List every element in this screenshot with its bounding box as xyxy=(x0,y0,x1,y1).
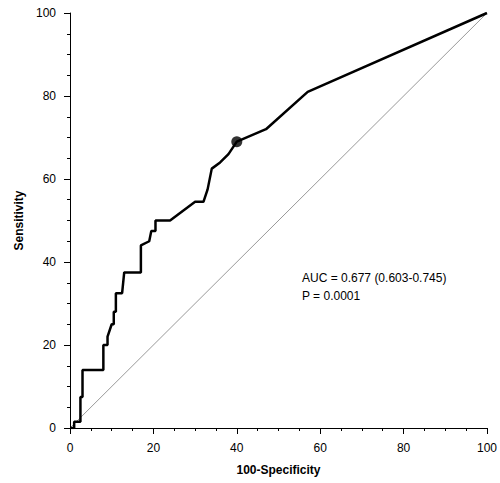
svg-text:20: 20 xyxy=(43,338,57,352)
svg-text:0: 0 xyxy=(67,441,74,455)
svg-text:AUC = 0.677 (0.603-0.745): AUC = 0.677 (0.603-0.745) xyxy=(302,271,446,285)
svg-text:40: 40 xyxy=(43,255,57,269)
svg-text:P = 0.0001: P = 0.0001 xyxy=(302,289,360,303)
svg-text:20: 20 xyxy=(147,441,161,455)
svg-text:0: 0 xyxy=(49,421,56,435)
svg-text:40: 40 xyxy=(230,441,244,455)
svg-text:80: 80 xyxy=(43,89,57,103)
svg-text:Sensitivity: Sensitivity xyxy=(12,190,26,250)
svg-text:60: 60 xyxy=(43,172,57,186)
svg-text:100: 100 xyxy=(36,6,56,20)
svg-text:100: 100 xyxy=(477,441,497,455)
svg-text:80: 80 xyxy=(397,441,411,455)
svg-text:100-Specificity: 100-Specificity xyxy=(236,463,320,477)
svg-text:60: 60 xyxy=(314,441,328,455)
